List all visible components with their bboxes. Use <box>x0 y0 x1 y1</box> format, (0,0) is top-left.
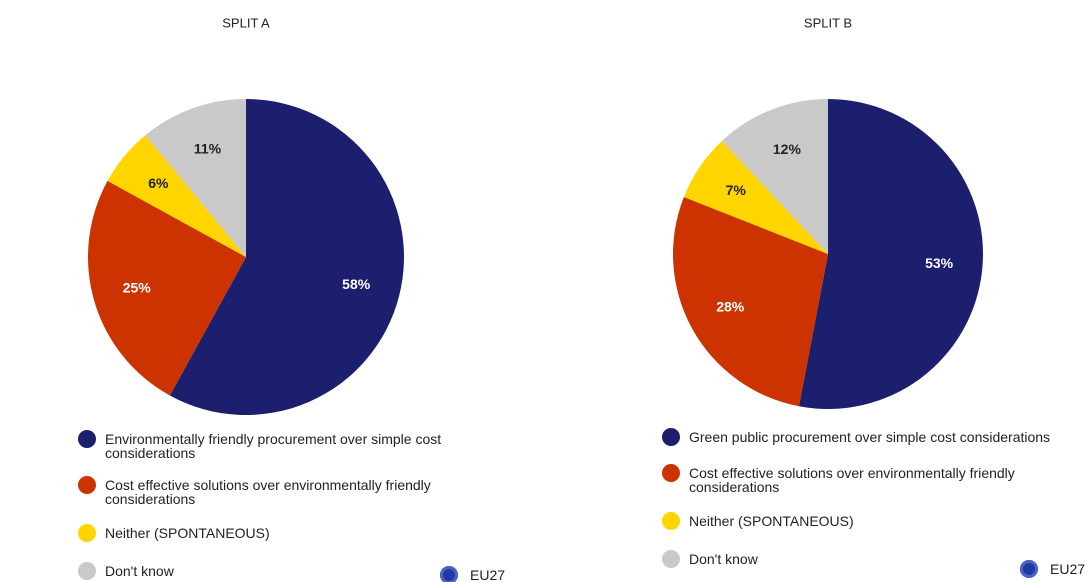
legend-swatch <box>78 524 96 542</box>
data-label: 58% <box>342 276 371 292</box>
legend-item: Environmentally friendly procurement ove… <box>78 430 478 461</box>
pie-slice <box>721 99 828 254</box>
legend-item: Neither (SPONTANEOUS) <box>78 524 478 542</box>
annotation: EU27 <box>440 566 505 582</box>
legend-swatch <box>662 428 680 446</box>
flag-icon <box>440 566 458 582</box>
legend-swatch <box>78 430 96 448</box>
data-label: 53% <box>925 255 954 271</box>
legend-label: Green public procurement over simple cos… <box>689 429 1051 445</box>
pie-slice <box>88 180 247 396</box>
legend-item: Don't know <box>662 550 1072 568</box>
pie-slice <box>672 196 828 407</box>
legend-item: Cost effective solutions over environmen… <box>78 476 478 507</box>
legend-item: Green public procurement over simple cos… <box>662 428 1072 446</box>
pie-slice <box>107 135 246 257</box>
pie-slice <box>798 99 983 409</box>
legend-label: Environmentally friendly procurement ove… <box>105 431 442 461</box>
annotation: EU27 <box>1020 560 1085 578</box>
legend-swatch <box>662 550 680 568</box>
chart-title: SPLIT A <box>222 15 270 30</box>
pie-slice <box>145 99 246 257</box>
legend-swatch <box>662 464 680 482</box>
data-label: 11% <box>194 141 222 157</box>
data-label: 7% <box>726 182 747 198</box>
legend-swatch <box>78 476 96 494</box>
pie-slice <box>683 141 828 254</box>
chart-title: SPLIT B <box>804 15 852 30</box>
data-label: 12% <box>773 141 802 157</box>
annotation-text: EU27 <box>1050 561 1086 577</box>
legend-swatch <box>78 562 96 580</box>
legend-label: Neither (SPONTANEOUS) <box>105 525 270 541</box>
legend-label: Don't know <box>689 551 758 567</box>
legend-item: Neither (SPONTANEOUS) <box>662 512 1072 530</box>
legend-label: Don't know <box>105 563 174 579</box>
data-label: 25% <box>123 279 152 295</box>
data-label: 6% <box>148 175 169 191</box>
pie-slice <box>169 99 405 415</box>
legend-item: Don't know <box>78 562 478 580</box>
legend-label: Neither (SPONTANEOUS) <box>689 513 854 529</box>
legend-swatch <box>662 512 680 530</box>
legend-label: Cost effective solutions over environmen… <box>105 477 431 507</box>
flag-icon <box>1020 560 1038 578</box>
data-label: 28% <box>716 298 745 314</box>
legend-item: Cost effective solutions over environmen… <box>662 464 1072 495</box>
legend-label: Cost effective solutions over environmen… <box>689 465 1015 495</box>
annotation-text: EU27 <box>470 567 506 582</box>
